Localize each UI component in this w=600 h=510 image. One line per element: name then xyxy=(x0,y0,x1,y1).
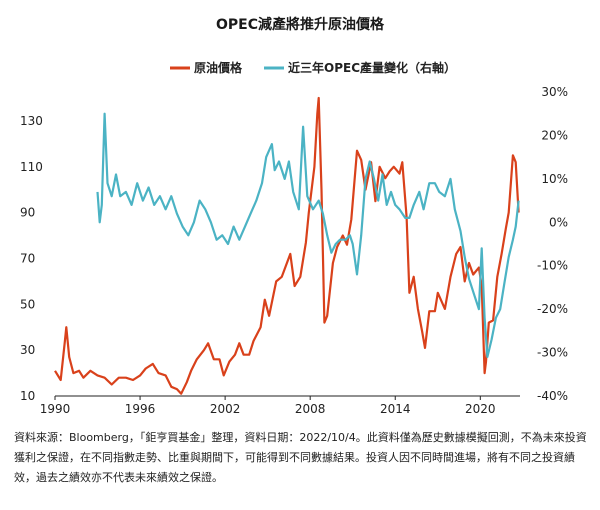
legend-label-1: 原油價格 xyxy=(194,60,243,75)
right-tick-label: -20% xyxy=(537,302,568,316)
x-tick-label: 2008 xyxy=(295,402,326,416)
right-y-axis: -40% -30% -20% -10% 0% 10% 20% 30% xyxy=(537,85,568,403)
left-tick-label: 10 xyxy=(20,389,35,403)
right-tick-label: -40% xyxy=(537,389,568,403)
left-tick-label: 70 xyxy=(20,251,35,265)
series-line-opec-output xyxy=(96,112,520,358)
right-tick-label: -10% xyxy=(537,259,568,273)
right-tick-label: 30% xyxy=(541,85,568,99)
x-tick-label: 1996 xyxy=(125,402,156,416)
left-tick-label: 30 xyxy=(20,343,35,357)
x-tick-label: 2014 xyxy=(380,402,411,416)
right-tick-label: 0% xyxy=(549,215,568,229)
legend-label-2: 近三年OPEC產量變化（右軸） xyxy=(288,60,456,75)
left-tick-label: 110 xyxy=(20,160,43,174)
left-tick-label: 130 xyxy=(20,114,43,128)
left-tick-label: 50 xyxy=(20,297,35,311)
legend: 原油價格 近三年OPEC產量變化（右軸） xyxy=(170,60,456,75)
x-tick-label: 2020 xyxy=(465,402,496,416)
x-axis: 1990 1996 2002 2008 2014 2020 xyxy=(40,395,520,416)
right-tick-label: 10% xyxy=(541,172,568,186)
source-footnote: 資料來源：Bloomberg，「鉅亨買基金」整理，資料日期：2022/10/4。… xyxy=(14,431,587,484)
x-tick-label: 1990 xyxy=(40,402,71,416)
right-tick-label: 20% xyxy=(541,128,568,142)
left-y-axis: 10 30 50 70 90 110 130 xyxy=(20,114,43,403)
chart-title: OPEC減產將推升原油價格 xyxy=(216,17,384,33)
right-tick-label: -30% xyxy=(537,346,568,360)
x-tick-label: 2002 xyxy=(210,402,241,416)
series-group xyxy=(54,96,520,395)
series-line-oil-price xyxy=(54,96,520,395)
left-tick-label: 90 xyxy=(20,206,35,220)
line-chart: 原油價格 近三年OPEC產量變化（右軸） 10 30 50 70 90 110 130 -40… xyxy=(20,60,568,416)
